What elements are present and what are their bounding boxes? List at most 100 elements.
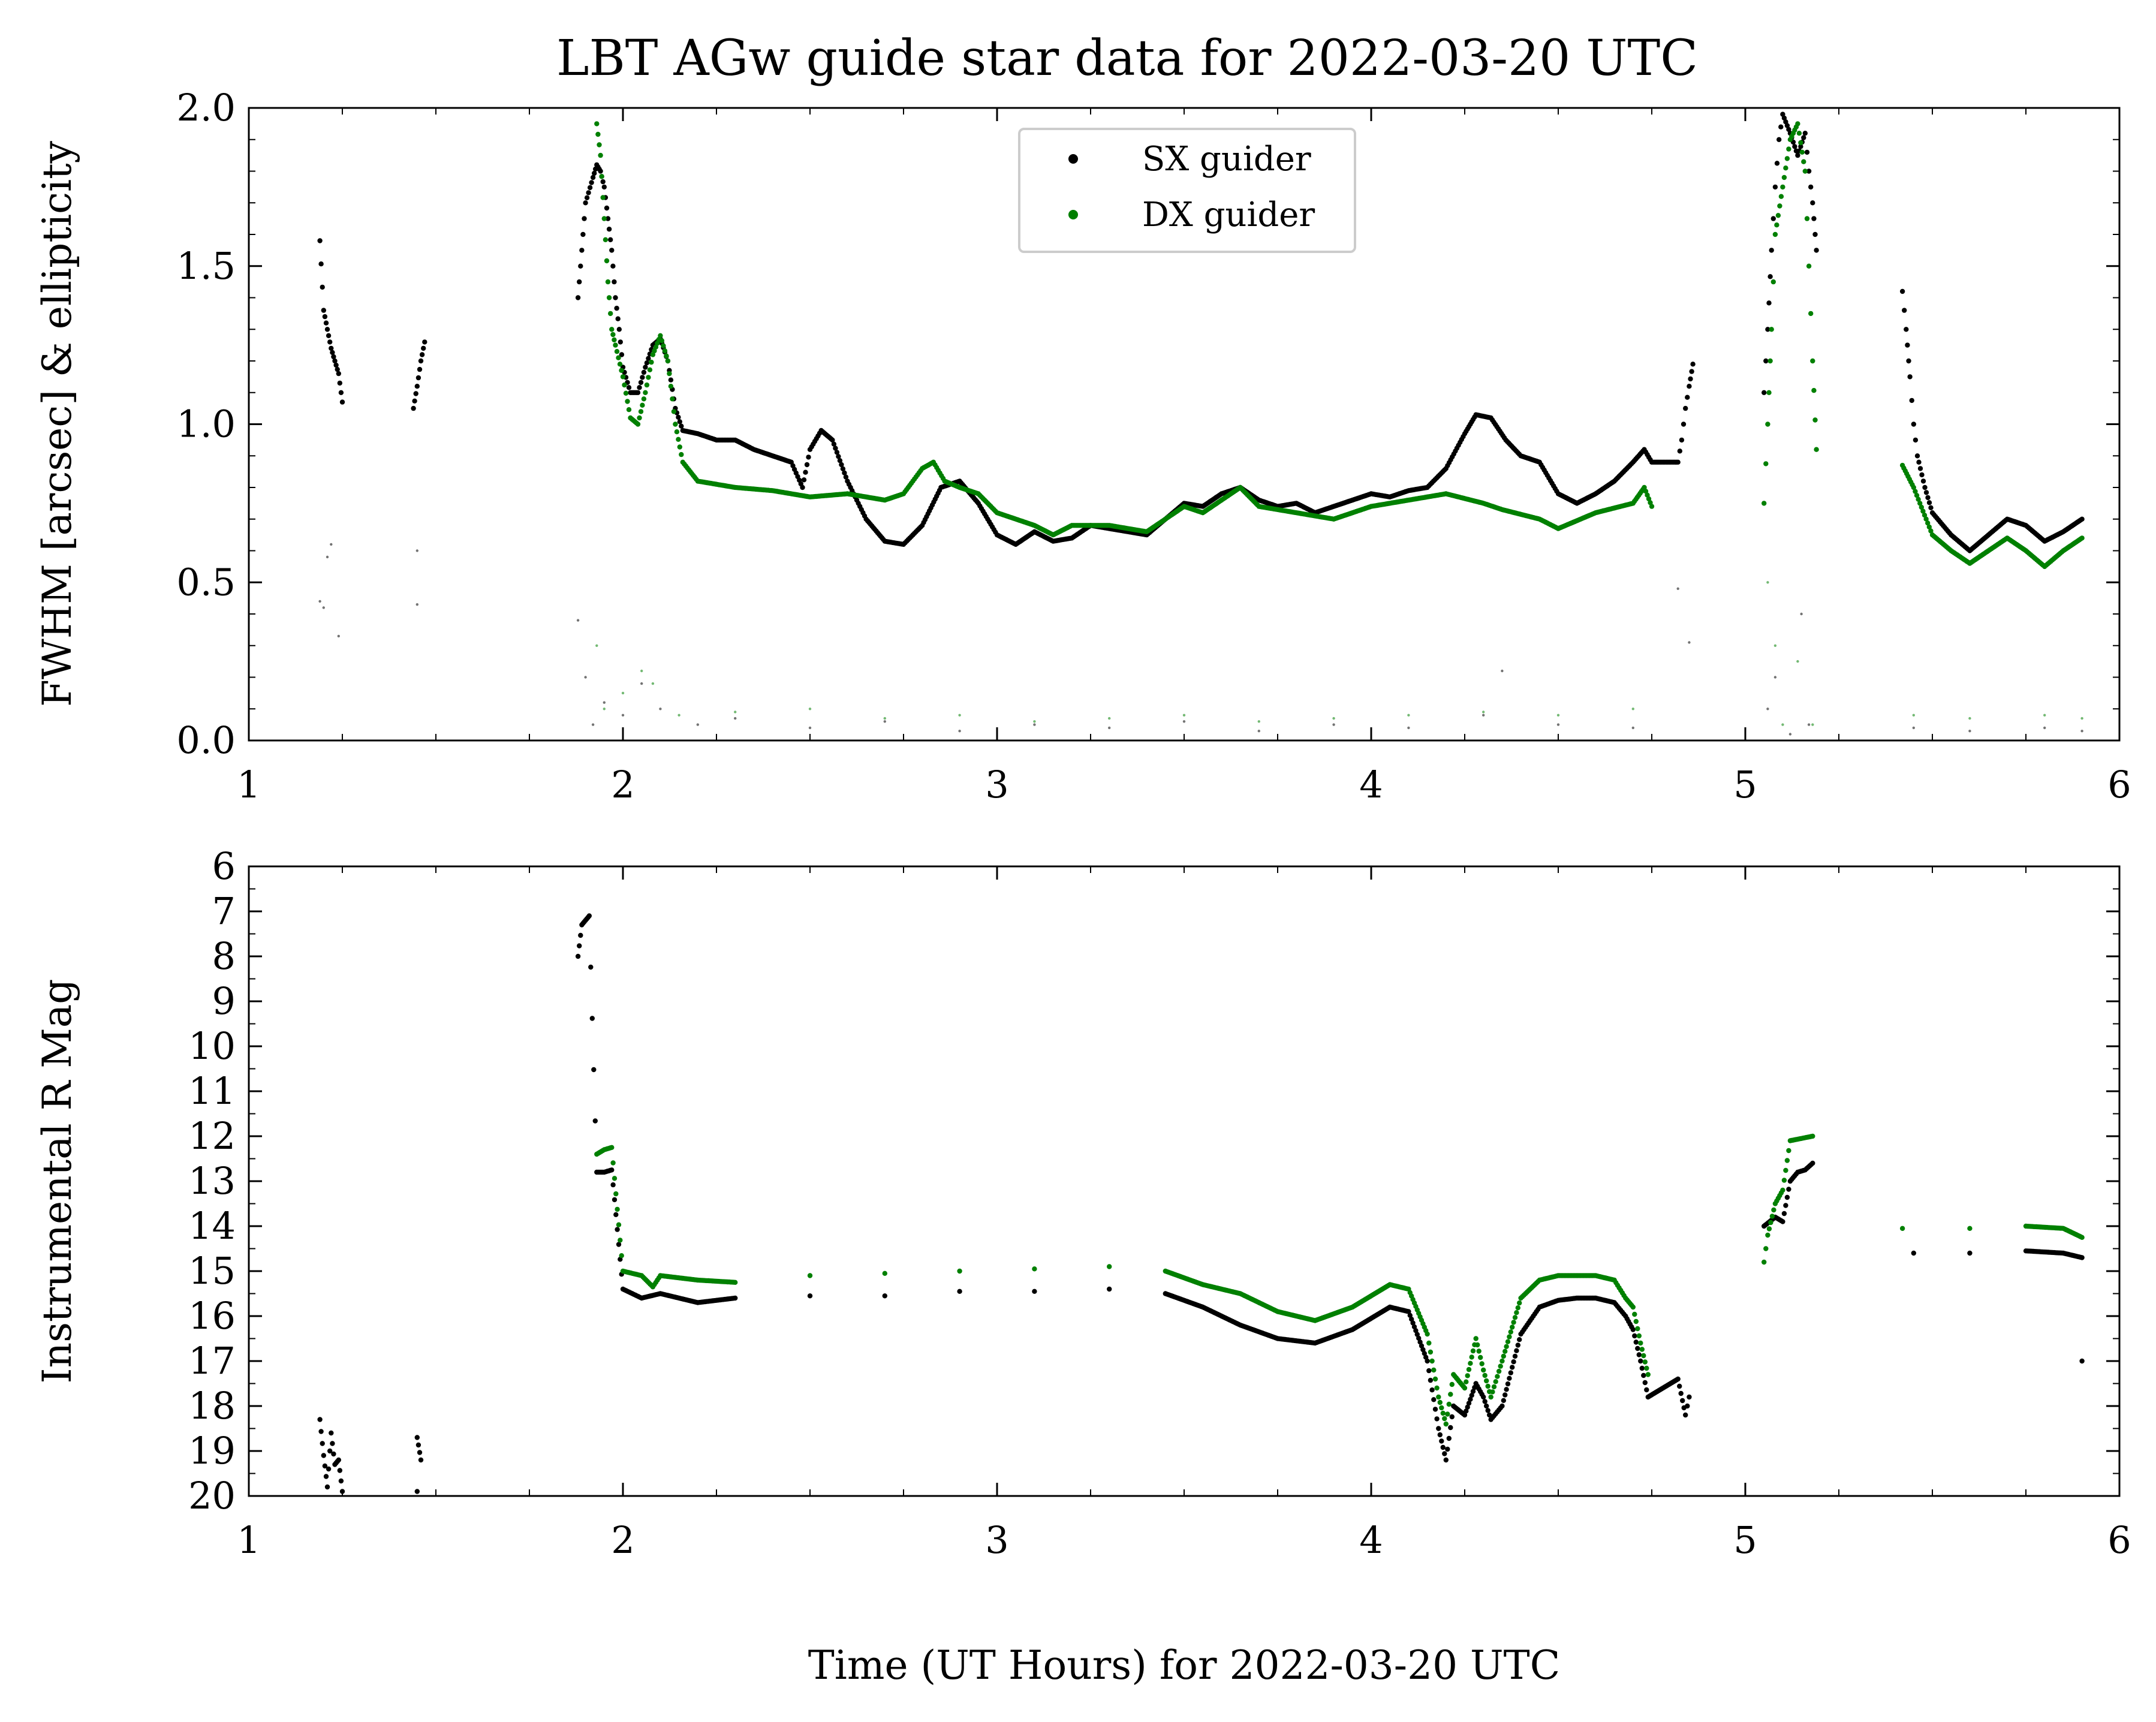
fwhm-point-sx-guider xyxy=(635,390,641,395)
mag-point-sx-guider xyxy=(1485,1408,1490,1413)
fwhm-point-sx-guider xyxy=(1919,472,1925,478)
fwhm-x-tick-label: 1 xyxy=(237,763,260,806)
fwhm-point-sx-ellipticity xyxy=(591,723,595,726)
fwhm-point-dx-ellipticity xyxy=(1811,723,1814,726)
fwhm-point-sx-guider xyxy=(1802,131,1808,136)
mag-point-sx-guider xyxy=(1436,1426,1441,1431)
fwhm-point-sx-guider xyxy=(1781,115,1787,121)
mag-point-sx-guider xyxy=(327,1448,333,1454)
fwhm-point-dx-guider xyxy=(667,371,672,377)
fwhm-point-sx-guider xyxy=(329,345,334,351)
fwhm-point-dx-guider xyxy=(616,355,621,360)
fwhm-point-dx-ellipticity xyxy=(621,691,625,695)
mag-point-sx-guider xyxy=(1677,1383,1682,1389)
mag-point-sx-guider xyxy=(1442,1451,1447,1456)
mag-point-sx-guider xyxy=(807,1293,813,1299)
fwhm-point-sx-guider xyxy=(339,399,345,405)
fwhm-point-dx-guider xyxy=(1795,121,1800,127)
mag-point-dx-guider xyxy=(1780,1187,1785,1193)
fwhm-point-dx-guider xyxy=(1645,492,1650,498)
mag-point-dx-guider xyxy=(609,1145,615,1151)
fwhm-point-sx-guider xyxy=(1902,308,1907,313)
fwhm-point-dx-guider xyxy=(1649,504,1655,509)
mag-point-sx-guider xyxy=(1512,1353,1518,1359)
fwhm-point-dx-guider xyxy=(670,396,675,402)
fwhm-point-sx-guider xyxy=(1907,374,1913,380)
fwhm-point-dx-guider xyxy=(652,348,657,354)
fwhm-point-dx-guider xyxy=(597,142,602,147)
fwhm-point-dx-guider xyxy=(1814,447,1819,452)
fwhm-point-sx-guider xyxy=(1909,398,1914,404)
fwhm-point-sx-guider xyxy=(1769,248,1774,253)
mag-point-sx-guider xyxy=(1426,1368,1432,1374)
fwhm-point-dx-guider xyxy=(643,390,648,395)
mag-point-sx-guider xyxy=(414,1435,420,1440)
mag-point-sx-guider xyxy=(1446,1435,1452,1441)
fwhm-point-dx-guider xyxy=(1774,222,1779,228)
fwhm-point-sx-ellipticity xyxy=(734,717,737,720)
fwhm-point-dx-guider xyxy=(1916,496,1921,502)
fwhm-point-sx-guider xyxy=(1783,119,1788,125)
mag-point-sx-guider xyxy=(575,953,581,959)
mag-point-dx-guider xyxy=(616,1222,622,1227)
mag-point-sx-guider xyxy=(1449,1414,1455,1420)
mag-point-sx-guider xyxy=(1636,1352,1642,1357)
fwhm-point-sx-ellipticity xyxy=(415,603,418,606)
mag-point-sx-guider xyxy=(1511,1359,1516,1365)
mag-point-dx-guider xyxy=(1510,1324,1515,1330)
mag-point-sx-guider xyxy=(592,1118,598,1124)
mag-point-dx-guider xyxy=(1517,1300,1522,1306)
fwhm-point-sx-guider xyxy=(586,190,591,195)
mag-point-dx-guider xyxy=(1505,1339,1511,1344)
mag-point-sx-guider xyxy=(329,1430,334,1436)
mag-point-sx-guider xyxy=(1641,1372,1646,1378)
fwhm-point-sx-guider xyxy=(614,305,619,311)
mag-point-sx-guider xyxy=(1507,1375,1512,1381)
fwhm-point-dx-guider xyxy=(1783,165,1788,171)
fwhm-point-dx-guider xyxy=(1777,203,1782,209)
fwhm-x-tick-label: 5 xyxy=(1733,763,1757,806)
fwhm-point-dx-guider xyxy=(658,333,663,338)
fwhm-point-sx-guider xyxy=(801,477,807,483)
fwhm-point-dx-ellipticity xyxy=(1796,660,1799,663)
mag-point-sx-guider xyxy=(1466,1401,1472,1406)
fwhm-point-dx-guider xyxy=(1646,496,1652,502)
fwhm-point-sx-guider xyxy=(332,358,338,364)
fwhm-point-sx-guider xyxy=(1685,395,1690,400)
fwhm-point-sx-guider xyxy=(608,237,613,242)
mag-point-sx-guider xyxy=(317,1417,323,1422)
fwhm-point-dx-ellipticity xyxy=(1631,708,1634,711)
fwhm-point-sx-guider xyxy=(583,200,588,206)
fwhm-point-sx-guider xyxy=(1765,327,1770,332)
fwhm-point-dx-ellipticity xyxy=(1482,711,1485,714)
mag-y-tick-label: 9 xyxy=(212,979,236,1023)
mag-point-sx-guider xyxy=(586,913,592,919)
mag-point-sx-guider xyxy=(414,1489,420,1494)
fwhm-point-sx-guider xyxy=(418,358,424,364)
mag-point-sx-guider xyxy=(589,1016,595,1021)
mag-point-dx-guider xyxy=(1769,1214,1775,1219)
fwhm-point-sx-guider xyxy=(1679,437,1685,443)
mag-point-sx-guider xyxy=(1786,1187,1791,1192)
fwhm-point-sx-guider xyxy=(677,419,683,425)
fwhm-point-sx-ellipticity xyxy=(1257,730,1260,733)
fwhm-point-dx-guider xyxy=(1917,501,1923,506)
fwhm-point-dx-guider xyxy=(1643,489,1649,494)
fwhm-point-sx-guider xyxy=(613,295,618,300)
fwhm-point-dx-guider xyxy=(1811,388,1817,393)
mag-point-dx-guider xyxy=(1638,1340,1643,1346)
fwhm-point-dx-ellipticity xyxy=(1968,717,1971,720)
fwhm-point-sx-guider xyxy=(1786,127,1791,133)
mag-point-dx-guider xyxy=(1462,1385,1468,1391)
fwhm-point-dx-guider xyxy=(668,384,674,389)
mag-point-sx-guider xyxy=(1501,1398,1506,1403)
fwhm-point-dx-ellipticity xyxy=(1407,714,1410,717)
fwhm-point-dx-guider xyxy=(625,399,630,404)
fwhm-point-sx-ellipticity xyxy=(326,555,329,559)
mag-point-dx-guider xyxy=(1470,1348,1476,1354)
fwhm-point-sx-guider xyxy=(637,385,642,390)
fwhm-x-tick-label: 6 xyxy=(2107,763,2131,806)
fwhm-point-sx-guider xyxy=(1776,137,1782,142)
fwhm-point-sx-guider xyxy=(422,339,427,345)
fwhm-point-sx-guider xyxy=(618,339,624,345)
